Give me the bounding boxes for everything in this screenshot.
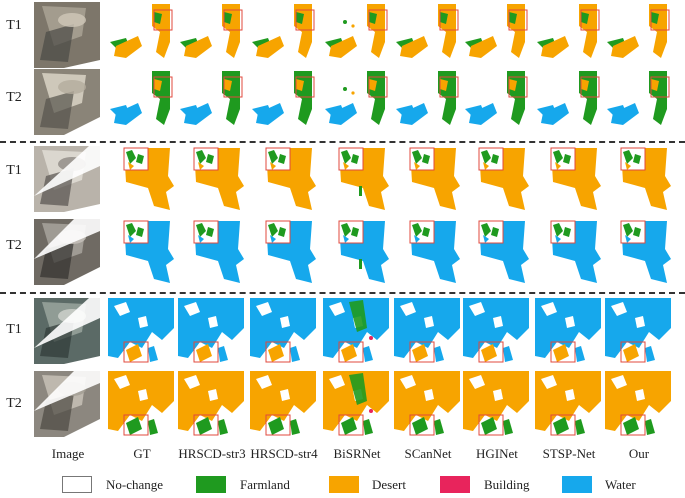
row-label-group3-t2: T2 (6, 396, 22, 411)
legend-swatch-desert (329, 476, 359, 493)
change-map-group1-t1-hginet (463, 2, 529, 68)
change-map-group1-t1-hrscd-str3 (178, 2, 244, 68)
change-map-group3-t2-gt (108, 371, 174, 437)
input-image-group1-t2-image (34, 69, 100, 135)
change-map-group3-t2-our (605, 371, 671, 437)
change-map-group2-t1-hginet (463, 146, 529, 212)
column-label-stsp-net: STSP-Net (542, 446, 596, 461)
legend-label-water: Water (605, 477, 636, 492)
column-label-scannet: SCanNet (404, 446, 452, 461)
legend-swatch-building (440, 476, 470, 493)
change-map-group1-t2-scannet (394, 69, 460, 135)
change-map-group3-t1-stsp-net (535, 298, 601, 364)
change-map-group3-t1-scannet (394, 298, 460, 364)
change-map-group1-t1-stsp-net (535, 2, 601, 68)
change-map-group2-t2-hginet (463, 219, 529, 285)
change-map-group2-t2-stsp-net (535, 219, 601, 285)
change-map-group1-t2-gt (108, 69, 174, 135)
change-map-group3-t1-bisrnet (323, 298, 389, 364)
change-map-group3-t1-hrscd-str4 (250, 298, 316, 364)
change-map-group1-t1-bisrnet (323, 2, 389, 68)
change-map-group1-t2-bisrnet (323, 69, 389, 135)
change-map-group2-t1-gt (108, 146, 174, 212)
change-map-group3-t2-hrscd-str4 (250, 371, 316, 437)
row-label-group1-t1: T1 (6, 18, 22, 33)
group-divider-1 (0, 141, 685, 143)
change-map-group2-t2-scannet (394, 219, 460, 285)
input-image-group1-t1-image (34, 2, 100, 68)
legend-label-no-change: No-change (106, 477, 164, 492)
column-label-image: Image (51, 446, 85, 461)
column-label-hrscd-str4: HRSCD-str4 (250, 446, 318, 461)
change-map-group1-t2-stsp-net (535, 69, 601, 135)
group-divider-2 (0, 292, 685, 294)
change-map-group2-t2-hrscd-str4 (250, 219, 316, 285)
column-label-gt: GT (133, 446, 151, 461)
change-map-group3-t2-stsp-net (535, 371, 601, 437)
change-map-group2-t1-scannet (394, 146, 460, 212)
change-map-group2-t1-hrscd-str4 (250, 146, 316, 212)
row-label-group2-t2: T2 (6, 238, 22, 253)
change-map-group2-t1-stsp-net (535, 146, 601, 212)
legend-swatch-no-change (62, 476, 92, 493)
change-map-group1-t1-hrscd-str4 (250, 2, 316, 68)
input-image-group3-t2-image (34, 371, 100, 437)
change-map-group1-t1-scannet (394, 2, 460, 68)
change-map-group1-t1-gt (108, 2, 174, 68)
column-label-hrscd-str3: HRSCD-str3 (178, 446, 246, 461)
legend-swatch-farmland (196, 476, 226, 493)
change-map-group2-t1-our (605, 146, 671, 212)
legend-label-building: Building (484, 477, 530, 492)
legend: No-change Farmland Desert Building Water (0, 474, 685, 496)
change-map-group3-t2-hrscd-str3 (178, 371, 244, 437)
change-map-group1-t1-our (605, 2, 671, 68)
change-map-group3-t2-bisrnet (323, 371, 389, 437)
column-label-our: Our (628, 446, 650, 461)
input-image-group2-t2-image (34, 219, 100, 285)
change-map-group2-t2-our (605, 219, 671, 285)
row-label-group2-t1: T1 (6, 163, 22, 178)
row-label-group1-t2: T2 (6, 90, 22, 105)
change-map-group2-t1-hrscd-str3 (178, 146, 244, 212)
change-map-group2-t2-hrscd-str3 (178, 219, 244, 285)
change-map-group3-t1-hrscd-str3 (178, 298, 244, 364)
legend-label-farmland: Farmland (240, 477, 290, 492)
change-map-group3-t2-hginet (463, 371, 529, 437)
change-map-group3-t1-gt (108, 298, 174, 364)
change-map-group3-t1-hginet (463, 298, 529, 364)
column-label-bisrnet: BiSRNet (333, 446, 381, 461)
input-image-group3-t1-image (34, 298, 100, 364)
row-label-group3-t1: T1 (6, 322, 22, 337)
change-map-group1-t2-hrscd-str4 (250, 69, 316, 135)
change-map-group2-t2-gt (108, 219, 174, 285)
change-map-group3-t2-scannet (394, 371, 460, 437)
change-map-group1-t2-hrscd-str3 (178, 69, 244, 135)
change-map-group2-t1-bisrnet (323, 146, 389, 212)
change-map-group1-t2-our (605, 69, 671, 135)
input-image-group2-t1-image (34, 146, 100, 212)
legend-label-desert: Desert (372, 477, 406, 492)
legend-swatch-water (562, 476, 592, 493)
change-map-group3-t1-our (605, 298, 671, 364)
change-map-group1-t2-hginet (463, 69, 529, 135)
column-label-hginet: HGINet (476, 446, 518, 461)
change-map-group2-t2-bisrnet (323, 219, 389, 285)
